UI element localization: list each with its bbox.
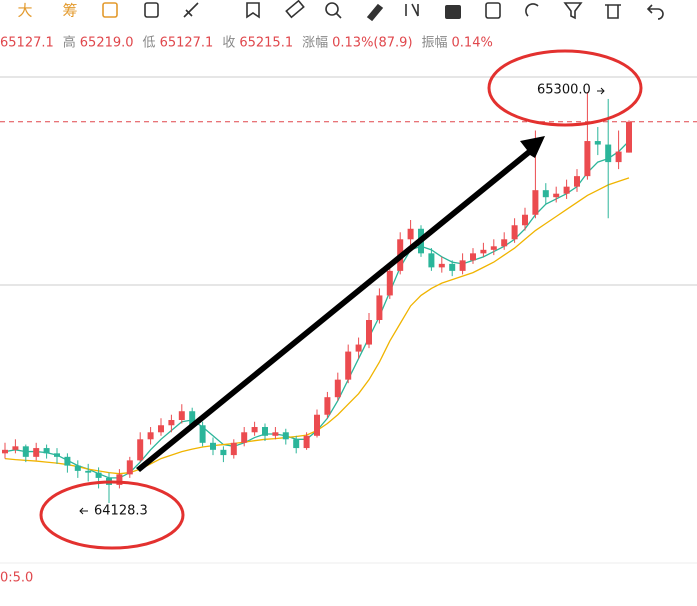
candle-body (126, 460, 133, 475)
candle-body (85, 470, 92, 473)
info-label: 收 (222, 36, 235, 51)
candle-body (542, 190, 549, 198)
info-label: 高 (63, 35, 76, 51)
candle-body (137, 439, 144, 461)
candle-body (522, 214, 528, 226)
candle-body (532, 190, 539, 215)
tool-icon[interactable] (144, 2, 159, 18)
tool-icon[interactable] (102, 2, 118, 18)
candle-body (241, 432, 248, 443)
candle-body (563, 186, 570, 194)
toolbar-button[interactable]: 筹 (62, 2, 77, 20)
candle-body (480, 249, 487, 254)
highlight-circle (39, 480, 185, 550)
candle-body (386, 270, 393, 296)
candle-body (293, 439, 300, 449)
tool-icon[interactable] (525, 3, 539, 17)
candle-body (178, 411, 185, 420)
info-value: 65219.0 (80, 36, 134, 51)
tool-icon[interactable] (366, 3, 384, 22)
candle-body (438, 263, 445, 268)
info-label: 涨幅 (302, 36, 328, 51)
tool-icon-part (335, 12, 342, 19)
candle-body (147, 432, 154, 440)
candle-body (282, 432, 289, 440)
tool-icon[interactable] (405, 3, 419, 17)
candle-body (95, 472, 102, 478)
tool-icon[interactable] (563, 2, 583, 20)
candle-body (116, 474, 123, 485)
candle-body (584, 141, 591, 177)
tool-icon[interactable] (183, 2, 199, 18)
candle-body (43, 448, 50, 454)
candle-body (501, 239, 508, 247)
candle-body (189, 411, 196, 426)
tool-icon[interactable] (246, 2, 260, 19)
info-value: 0.14% (452, 36, 493, 51)
candle-body (334, 379, 341, 398)
candle-body (74, 465, 81, 471)
info-label: 振幅 (422, 36, 448, 51)
info-bar: 65127.1 高 65219.0 低 65127.1 收 65215.1 涨幅 0.13%(8… (0, 35, 493, 51)
candle-body (230, 442, 237, 456)
toolbar-button[interactable]: 大 (17, 2, 32, 20)
candle-body (355, 344, 362, 352)
candle-body (553, 193, 560, 198)
candle-body (324, 397, 331, 415)
toolbar-icons (102, 0, 664, 22)
tool-icon[interactable] (285, 0, 305, 19)
candle-body (615, 151, 622, 163)
tool-icon[interactable] (445, 5, 461, 19)
low-annotation: 64128.3 (94, 504, 148, 519)
info-label: 低 (143, 36, 156, 51)
candle-body (605, 144, 612, 163)
candle-body (54, 453, 60, 457)
drawn-arrow (136, 136, 545, 472)
info-value: 0.13%(87.9) (332, 36, 412, 51)
tool-icon[interactable] (646, 4, 664, 20)
candle-body (345, 351, 352, 380)
candle-body (490, 246, 497, 250)
candle-body (251, 427, 258, 433)
candle-body (314, 414, 320, 436)
candle-body (2, 449, 8, 454)
info-value: 65127.1 (160, 36, 214, 51)
candle-body (449, 263, 456, 271)
annotation-arrow (597, 87, 605, 95)
indicator-label: 0:5.0 (0, 571, 33, 586)
candle-body (33, 448, 40, 457)
candle-body (272, 432, 279, 436)
candle-body (22, 446, 29, 457)
candle-body (594, 141, 601, 145)
candle-body (12, 446, 19, 450)
candle-body (428, 253, 435, 268)
candle-body (366, 320, 372, 345)
tool-icon[interactable] (485, 2, 501, 19)
info-value: 65127.1 (0, 36, 54, 51)
candle-body (470, 253, 476, 261)
candle-body (626, 121, 632, 153)
candle-body (574, 176, 580, 187)
candle-body (199, 425, 206, 443)
candle-body (376, 295, 383, 320)
high-annotation: 65300.0 (537, 83, 591, 98)
candle-body (303, 435, 310, 449)
candle-body (262, 427, 268, 436)
tool-icon[interactable] (325, 2, 339, 16)
candle-body (511, 225, 518, 240)
candle-body (220, 449, 227, 456)
candle-body (168, 420, 175, 426)
candle-body (459, 260, 466, 271)
annotation-arrow (79, 507, 88, 515)
candle-body (158, 425, 164, 433)
info-value: 65215.1 (239, 36, 293, 51)
candle-body (210, 442, 216, 450)
tool-icon[interactable] (605, 4, 621, 19)
candle-body (64, 456, 71, 466)
candle-body (407, 228, 414, 240)
highlight-circle (487, 49, 643, 127)
